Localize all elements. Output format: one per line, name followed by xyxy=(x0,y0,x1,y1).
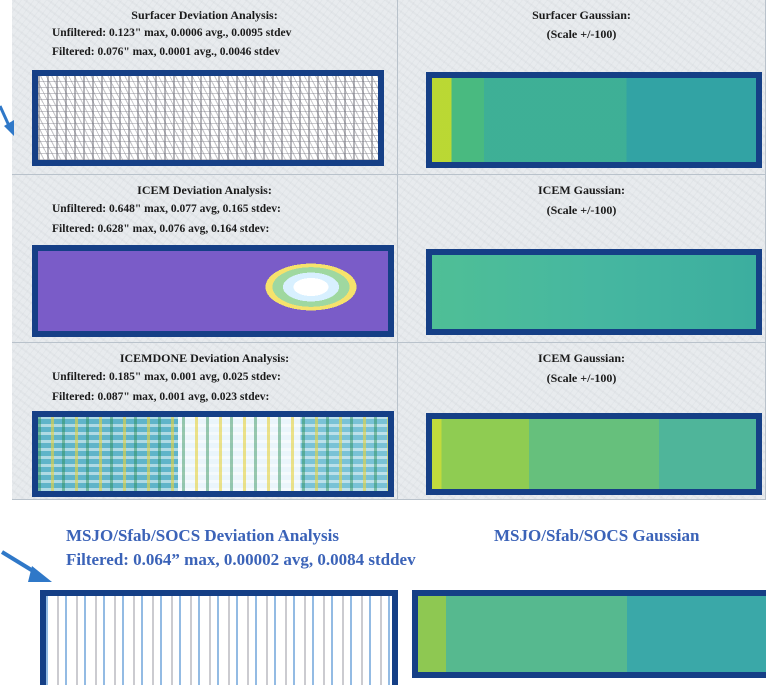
msjo-deviation-title: MSJO/Sfab/SOCS Deviation Analysis xyxy=(66,526,340,545)
top-arrow-icon xyxy=(0,105,14,136)
icemdone-unfiltered-stats: Unfiltered: 0.185" max, 0.001 avg, 0.025… xyxy=(52,371,281,383)
icem-gaussian-title: ICEM Gaussian: xyxy=(537,183,626,197)
msjo-gaussian-map xyxy=(412,590,766,678)
icem-gaussian-map-image xyxy=(432,255,756,329)
icem-deviation-title: ICEM Deviation Analysis: xyxy=(137,183,272,197)
icemdone-gaussian-map-image xyxy=(432,419,756,489)
icem-gaussian-scale: (Scale +/-100) xyxy=(546,203,617,217)
bottom-arrow-icon xyxy=(0,550,52,582)
surfacer-unfiltered-stats: Unfiltered: 0.123" max, 0.0006 avg., 0.0… xyxy=(52,27,292,39)
icemdone-gaussian-map xyxy=(426,413,762,495)
surfacer-deviation-map xyxy=(32,70,384,166)
icemdone-gaussian-cell: ICEM Gaussian: (Scale +/-100) xyxy=(398,343,766,500)
icemdone-deviation-map xyxy=(32,411,394,497)
icemdone-deviation-cell: ICEMDONE Deviation Analysis: Unfiltered:… xyxy=(12,343,398,500)
surfacer-deviation-cell: Surfacer Deviation Analysis: Unfiltered:… xyxy=(12,0,398,175)
icemdone-deviation-title: ICEMDONE Deviation Analysis: xyxy=(119,351,290,365)
surfacer-gaussian-map-image xyxy=(432,78,756,162)
icem-gaussian-map xyxy=(426,249,762,335)
surfacer-gaussian-map xyxy=(426,72,762,168)
icemdone-deviation-map-image xyxy=(38,417,388,491)
msjo-deviation-map-image xyxy=(46,596,392,685)
icem-filtered-stats: Filtered: 0.628" max, 0.076 avg, 0.164 s… xyxy=(52,223,270,235)
msjo-gaussian-map-image xyxy=(418,596,766,672)
icem-deviation-cell: ICEM Deviation Analysis: Unfiltered: 0.6… xyxy=(12,175,398,343)
surfacer-filtered-stats: Filtered: 0.076" max, 0.0001 avg., 0.004… xyxy=(52,46,280,58)
msjo-gaussian-title: MSJO/Sfab/SOCS Gaussian xyxy=(494,526,700,545)
surfacer-gaussian-cell: Surfacer Gaussian: (Scale +/-100) xyxy=(398,0,766,175)
icemdone-gaussian-title: ICEM Gaussian: xyxy=(537,351,626,365)
analysis-grid: Surfacer Deviation Analysis: Unfiltered:… xyxy=(12,0,766,500)
icem-gaussian-cell: ICEM Gaussian: (Scale +/-100) xyxy=(398,175,766,343)
icem-unfiltered-stats: Unfiltered: 0.648" max, 0.077 avg, 0.165… xyxy=(52,203,281,215)
icem-deviation-map xyxy=(32,245,394,337)
surfacer-gaussian-title: Surfacer Gaussian: xyxy=(532,8,631,22)
icemdone-filtered-stats: Filtered: 0.087" max, 0.001 avg, 0.023 s… xyxy=(52,391,270,403)
surfacer-gaussian-scale: (Scale +/-100) xyxy=(546,27,617,41)
surfacer-deviation-map-image xyxy=(38,76,378,160)
surfacer-deviation-title: Surfacer Deviation Analysis: xyxy=(131,8,278,22)
icemdone-gaussian-scale: (Scale +/-100) xyxy=(546,371,617,385)
msjo-deviation-map xyxy=(40,590,398,685)
icem-deviation-map-image xyxy=(38,251,388,331)
msjo-deviation-stats: Filtered: 0.064” max, 0.00002 avg, 0.008… xyxy=(66,550,416,569)
